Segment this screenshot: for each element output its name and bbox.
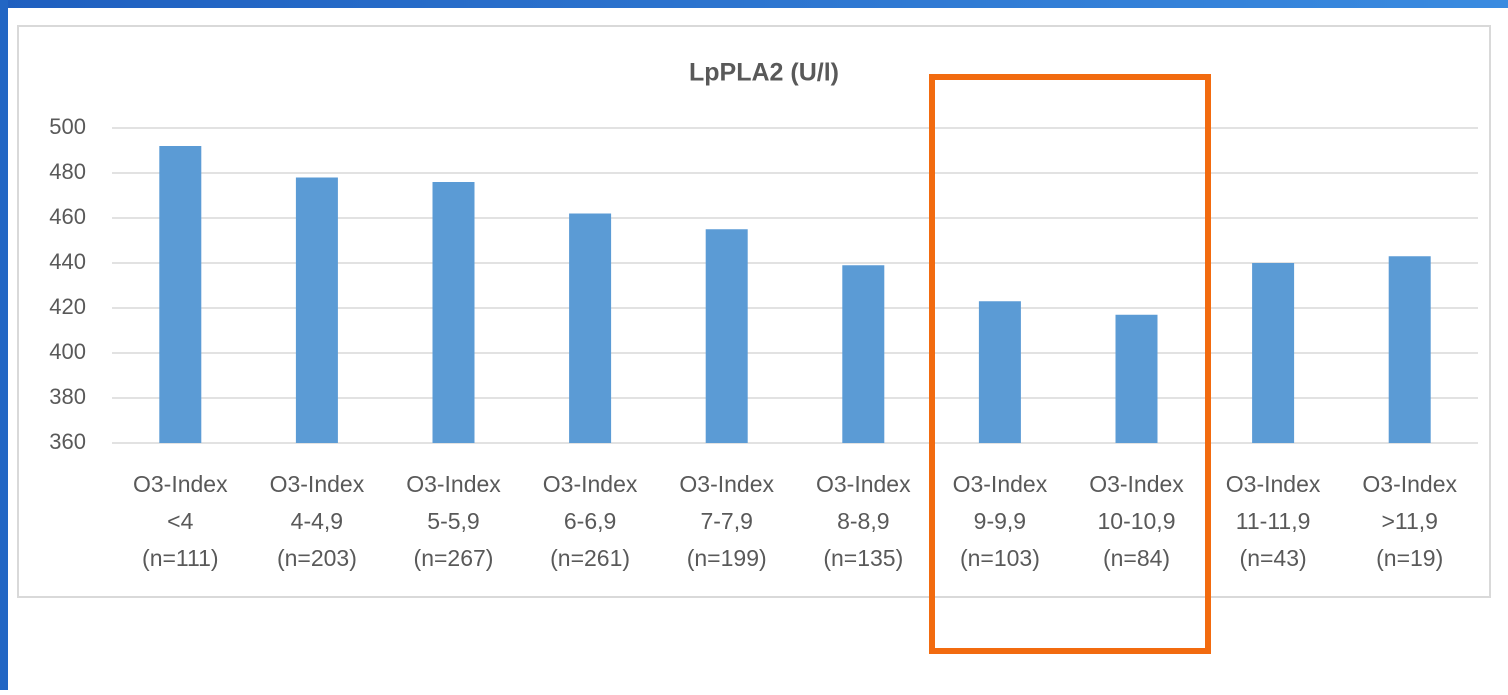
y-tick-label: 360 xyxy=(49,429,86,454)
y-tick-label: 440 xyxy=(49,249,86,274)
y-tick-label: 380 xyxy=(49,384,86,409)
x-tick-label: O3-Index xyxy=(406,471,501,497)
highlight-box xyxy=(929,74,1211,654)
bar xyxy=(1115,314,1158,443)
bar xyxy=(159,146,202,443)
y-tick-label: 420 xyxy=(49,294,86,319)
x-tick-label: 8-8,9 xyxy=(837,508,889,534)
x-tick-label: O3-Index xyxy=(953,471,1048,497)
x-tick-label: (n=111) xyxy=(142,545,219,571)
x-tick-label: 11-11,9 xyxy=(1236,508,1311,534)
x-tick-label: O3-Index xyxy=(816,471,911,497)
bar xyxy=(569,213,612,443)
chart-box xyxy=(17,25,1491,598)
x-tick-label: O3-Index xyxy=(1226,471,1321,497)
x-tick-label: (n=103) xyxy=(960,545,1040,571)
x-tick-label: O3-Index xyxy=(1362,471,1457,497)
x-tick-label: >11,9 xyxy=(1381,508,1438,534)
bar xyxy=(295,177,338,443)
x-tick-label: 4-4,9 xyxy=(291,508,343,534)
bar xyxy=(978,301,1021,443)
x-tick-label: 7-7,9 xyxy=(700,508,752,534)
x-tick-label: O3-Index xyxy=(270,471,365,497)
x-tick-label: <4 xyxy=(167,508,193,534)
x-tick-label: 6-6,9 xyxy=(564,508,616,534)
frame-left xyxy=(0,0,8,690)
frame-top xyxy=(0,0,1508,8)
y-tick-label: 400 xyxy=(49,339,86,364)
x-tick-label: (n=135) xyxy=(823,545,903,571)
x-tick-label: (n=43) xyxy=(1240,545,1307,571)
x-tick-label: O3-Index xyxy=(679,471,774,497)
bar xyxy=(1388,256,1431,443)
x-tick-label: O3-Index xyxy=(133,471,228,497)
x-tick-label: (n=267) xyxy=(414,545,494,571)
bar xyxy=(705,229,748,443)
x-tick-label: (n=19) xyxy=(1376,545,1443,571)
x-tick-label: (n=84) xyxy=(1103,545,1170,571)
x-tick-label: (n=203) xyxy=(277,545,357,571)
x-tick-label: (n=261) xyxy=(550,545,630,571)
y-tick-label: 460 xyxy=(49,204,86,229)
y-tick-label: 500 xyxy=(49,114,86,139)
x-tick-label: (n=199) xyxy=(687,545,767,571)
chart-title: LpPLA2 (U/l) xyxy=(689,59,839,87)
bar xyxy=(1252,263,1295,443)
x-tick-label: 10-10,9 xyxy=(1097,508,1175,534)
x-tick-label: 5-5,9 xyxy=(427,508,479,534)
x-tick-label: O3-Index xyxy=(543,471,638,497)
x-tick-label: O3-Index xyxy=(1089,471,1184,497)
x-tick-label: 9-9,9 xyxy=(974,508,1026,534)
y-tick-label: 480 xyxy=(49,159,86,184)
bar xyxy=(432,182,475,443)
bar xyxy=(842,265,885,443)
